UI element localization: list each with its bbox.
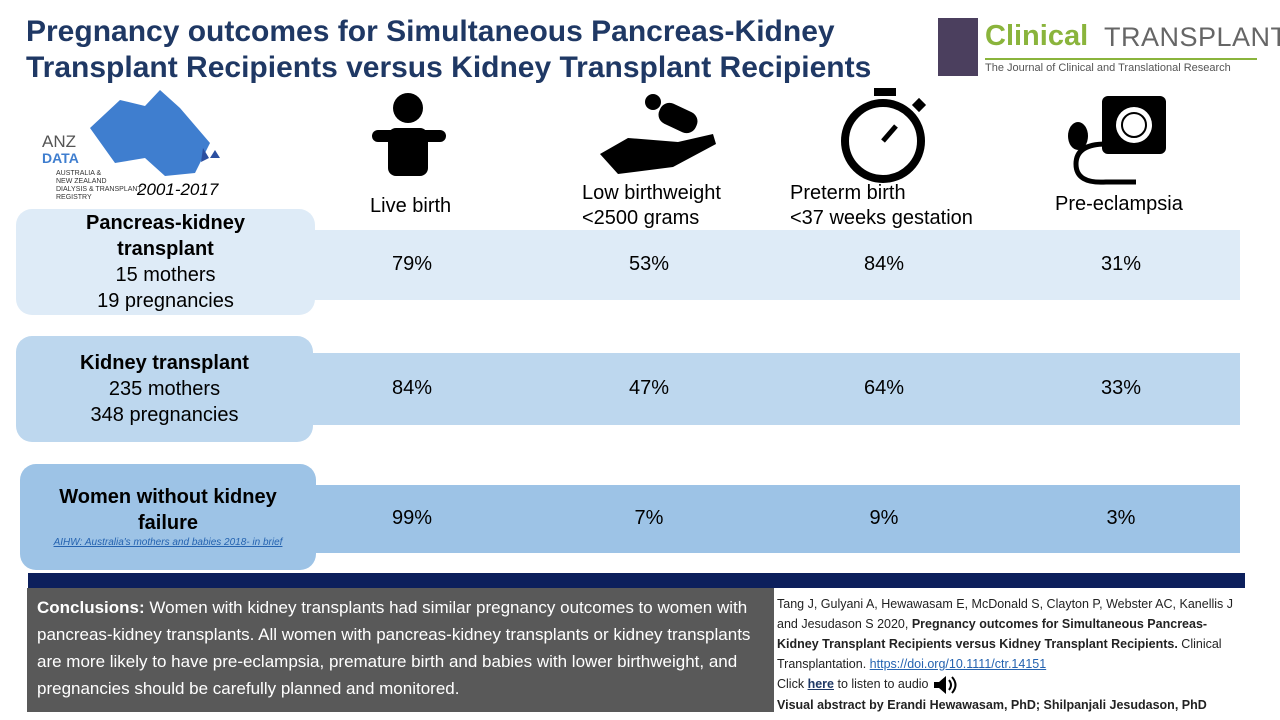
row-band <box>300 353 1240 425</box>
row-name: Pancreas-kidney transplant <box>86 212 245 260</box>
citation-article: Pregnancy outcomes for Simultaneous Panc… <box>777 617 1208 651</box>
outcome-value: 7% <box>634 507 664 529</box>
row-band <box>300 230 1240 300</box>
row-label-box: Pancreas-kidney transplant 15 mothers 19 p… <box>16 209 315 315</box>
outcome-value: 99% <box>391 507 433 529</box>
conclusions-text: Women with kidney transplants had simila… <box>37 598 751 698</box>
outcome-value: 31% <box>1100 253 1142 275</box>
registry-name: DIALYSIS & TRANSPLANT <box>56 186 142 193</box>
outcome-value: 79% <box>391 253 433 275</box>
citation: Tang J, Gulyani A, Hewawasam E, McDonald… <box>777 594 1247 715</box>
outcome-value: 84% <box>863 253 905 275</box>
source-link[interactable]: AIHW: Australia's mothers and babies 201… <box>53 537 283 548</box>
registry-abbr: ANZ <box>42 132 76 151</box>
journal-logo-mark <box>938 18 978 76</box>
icon-blood-pressure <box>1068 96 1166 185</box>
citation-authors: Tang J, Gulyani A, Hewawasam E, McDonald… <box>777 597 1233 631</box>
outcome-value: 64% <box>863 377 905 399</box>
column-header: Live birth <box>370 194 451 219</box>
row-band <box>300 485 1240 553</box>
conclusions: Conclusions: Women with kidney transplan… <box>27 588 774 712</box>
icon-baby <box>372 93 446 176</box>
column-header: Pre-eclampsia <box>1055 192 1183 217</box>
audio-link[interactable]: here <box>807 677 834 691</box>
icon-hand <box>600 94 716 174</box>
row-detail: 235 mothers <box>108 378 221 400</box>
column-header: Low birthweight <2500 grams <box>582 181 721 231</box>
registry-name: AUSTRALIA & <box>56 170 102 177</box>
registry-map <box>90 90 220 176</box>
speaker-icon[interactable] <box>932 675 958 695</box>
outcome-value: 84% <box>391 377 433 399</box>
icon-stopwatch <box>841 88 927 183</box>
column-header-line: Low birthweight <box>582 182 721 204</box>
conclusions-label: Conclusions: <box>37 598 145 617</box>
row-label-box: Kidney transplant 235 mothers 348 pregnanc… <box>16 336 313 442</box>
citation-journal: Clinical Transplantation. <box>777 637 1222 671</box>
listen-text: to listen to audio <box>837 677 929 691</box>
registry-period: 2001-2017 <box>137 180 219 199</box>
doi-link[interactable]: https://doi.org/10.1111/ctr.14151 <box>869 657 1047 671</box>
column-header-line: Live birth <box>370 195 452 217</box>
outcome-value: 53% <box>628 253 670 275</box>
outcome-value: 9% <box>869 507 899 529</box>
title: Pregnancy outcomes for Simultaneous Panc… <box>26 15 872 84</box>
journal-subtitle: The Journal of Clinical and Translationa… <box>985 62 1231 74</box>
column-header-line: <37 weeks gestation <box>790 207 973 229</box>
registry-abbr-2: DATA <box>42 150 79 166</box>
outcome-value: 3% <box>1106 507 1136 529</box>
row-detail: 19 pregnancies <box>97 290 234 312</box>
column-header-line: Preterm birth <box>790 182 906 204</box>
outcome-value: 47% <box>628 377 670 399</box>
outcome-value: 33% <box>1100 377 1142 399</box>
journal-name-2: TRANSPLANTATION <box>1104 22 1280 52</box>
click-text: Click <box>777 677 805 691</box>
column-header-line: <2500 grams <box>582 207 700 229</box>
registry-name: REGISTRY <box>56 194 92 201</box>
registry-name: NEW ZEALAND <box>56 178 107 185</box>
row-name: Women without kidney failure <box>59 486 277 534</box>
column-header-line: Pre-eclampsia <box>1055 193 1183 215</box>
credit: Visual abstract by Erandi Hewawasam, PhD… <box>777 697 1207 712</box>
row-detail: 348 pregnancies <box>90 404 239 426</box>
row-name: Kidney transplant <box>80 352 249 374</box>
journal-name: Clinical <box>985 20 1089 52</box>
column-header: Preterm birth <37 weeks gestation <box>790 181 973 231</box>
row-label-box: Women without kidney failure AIHW: Austra… <box>20 464 316 570</box>
row-detail: 15 mothers <box>115 264 216 286</box>
